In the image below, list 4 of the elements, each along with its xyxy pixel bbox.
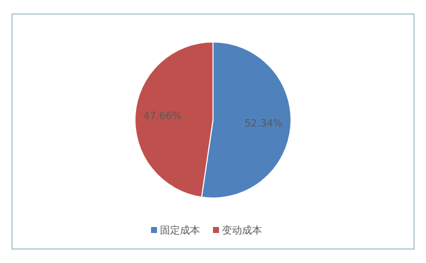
data-label: 47.66% (143, 111, 182, 122)
data-label: 52.34% (244, 118, 283, 130)
legend-label: 变动成本 (222, 224, 262, 237)
legend-label: 固定成本 (160, 224, 200, 237)
